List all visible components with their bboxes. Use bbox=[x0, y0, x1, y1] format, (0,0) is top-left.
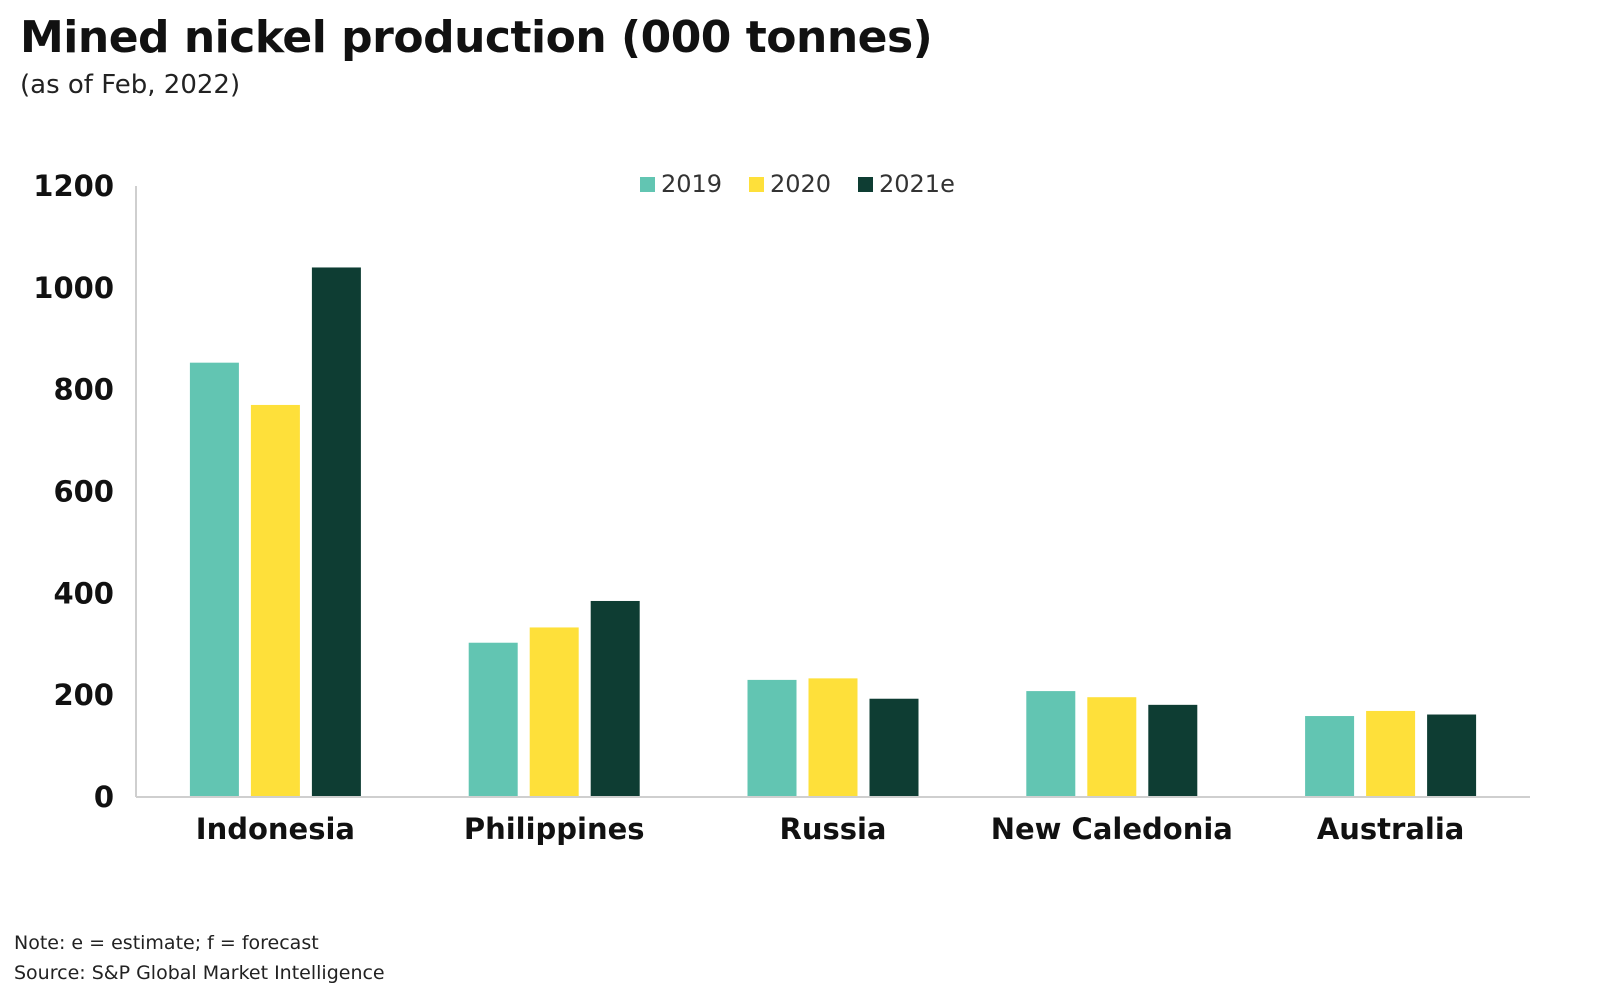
legend-swatch bbox=[858, 177, 873, 192]
chart-subtitle: (as of Feb, 2022) bbox=[20, 70, 241, 100]
bar-2020-russia bbox=[808, 678, 858, 797]
bar-2019-russia bbox=[747, 679, 797, 797]
footnote-source: Source: S&P Global Market Intelligence bbox=[14, 962, 385, 984]
bar-2021e-indonesia bbox=[311, 267, 361, 797]
bar-2019-philippines bbox=[468, 642, 518, 797]
chart-title: Mined nickel production (000 tonnes) bbox=[20, 12, 933, 63]
bar-2021e-russia bbox=[869, 698, 919, 797]
bar-2019-indonesia bbox=[189, 362, 239, 797]
y-tick-label: 1200 bbox=[33, 169, 114, 203]
y-tick-label: 200 bbox=[53, 678, 114, 712]
bar-2020-new-caledonia bbox=[1087, 697, 1137, 797]
bar-2020-indonesia bbox=[250, 404, 300, 797]
bar-groups bbox=[189, 267, 1477, 797]
y-tick-label: 400 bbox=[53, 576, 114, 610]
x-category-label: Russia bbox=[779, 812, 886, 846]
x-axis-labels: Indonesia Philippines Russia New Caledonia A… bbox=[196, 812, 1465, 846]
legend-label: 2020 bbox=[770, 170, 831, 198]
legend-swatch bbox=[749, 177, 764, 192]
legend-label: 2019 bbox=[661, 170, 722, 198]
x-category-label: Indonesia bbox=[196, 812, 355, 846]
x-category-label: Australia bbox=[1317, 812, 1465, 846]
x-category-label: New Caledonia bbox=[991, 812, 1233, 846]
bar-2019-new-caledonia bbox=[1026, 691, 1076, 797]
bar-2020-philippines bbox=[529, 627, 579, 797]
y-tick-label: 800 bbox=[53, 373, 114, 407]
footnote-note: Note: e = estimate; f = forecast bbox=[14, 932, 319, 954]
bar-2021e-philippines bbox=[590, 600, 640, 797]
bar-2020-australia bbox=[1366, 710, 1416, 797]
bar-2021e-new-caledonia bbox=[1148, 704, 1198, 797]
legend: 2019 2020 2021e bbox=[640, 170, 955, 198]
bar-2019-australia bbox=[1305, 716, 1355, 797]
legend-label: 2021e bbox=[879, 170, 955, 198]
x-category-label: Philippines bbox=[464, 812, 645, 846]
y-tick-label: 600 bbox=[53, 475, 114, 509]
legend-swatch bbox=[640, 177, 655, 192]
y-axis-ticks: 0 200 400 600 800 1000 1200 bbox=[33, 169, 114, 814]
y-tick-label: 0 bbox=[94, 780, 114, 814]
bar-2021e-australia bbox=[1427, 714, 1477, 797]
y-tick-label: 1000 bbox=[33, 271, 114, 305]
